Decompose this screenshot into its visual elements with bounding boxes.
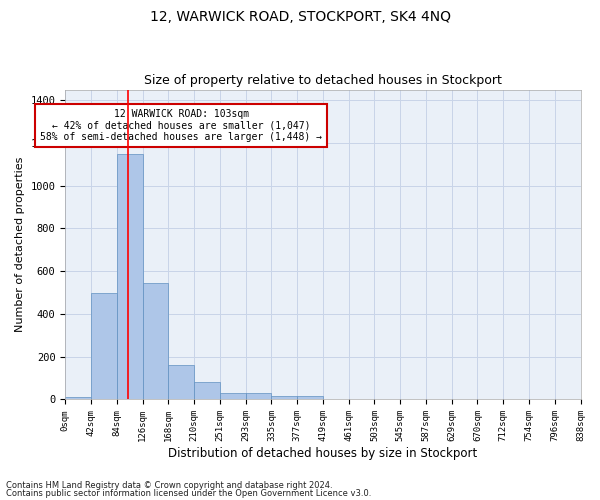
Bar bbox=[297, 396, 323, 400]
Bar bbox=[245, 394, 271, 400]
Bar bbox=[169, 366, 194, 400]
Text: 12 WARWICK ROAD: 103sqm
← 42% of detached houses are smaller (1,047)
58% of semi: 12 WARWICK ROAD: 103sqm ← 42% of detache… bbox=[40, 109, 322, 142]
Bar bbox=[194, 382, 220, 400]
Bar bbox=[220, 392, 245, 400]
Bar bbox=[91, 292, 117, 400]
Bar bbox=[117, 154, 143, 400]
Bar bbox=[143, 283, 169, 400]
Text: Contains public sector information licensed under the Open Government Licence v3: Contains public sector information licen… bbox=[6, 488, 371, 498]
Y-axis label: Number of detached properties: Number of detached properties bbox=[15, 157, 25, 332]
Title: Size of property relative to detached houses in Stockport: Size of property relative to detached ho… bbox=[144, 74, 502, 87]
X-axis label: Distribution of detached houses by size in Stockport: Distribution of detached houses by size … bbox=[168, 447, 478, 460]
Text: Contains HM Land Registry data © Crown copyright and database right 2024.: Contains HM Land Registry data © Crown c… bbox=[6, 481, 332, 490]
Bar bbox=[65, 398, 91, 400]
Text: 12, WARWICK ROAD, STOCKPORT, SK4 4NQ: 12, WARWICK ROAD, STOCKPORT, SK4 4NQ bbox=[149, 10, 451, 24]
Bar bbox=[271, 396, 297, 400]
